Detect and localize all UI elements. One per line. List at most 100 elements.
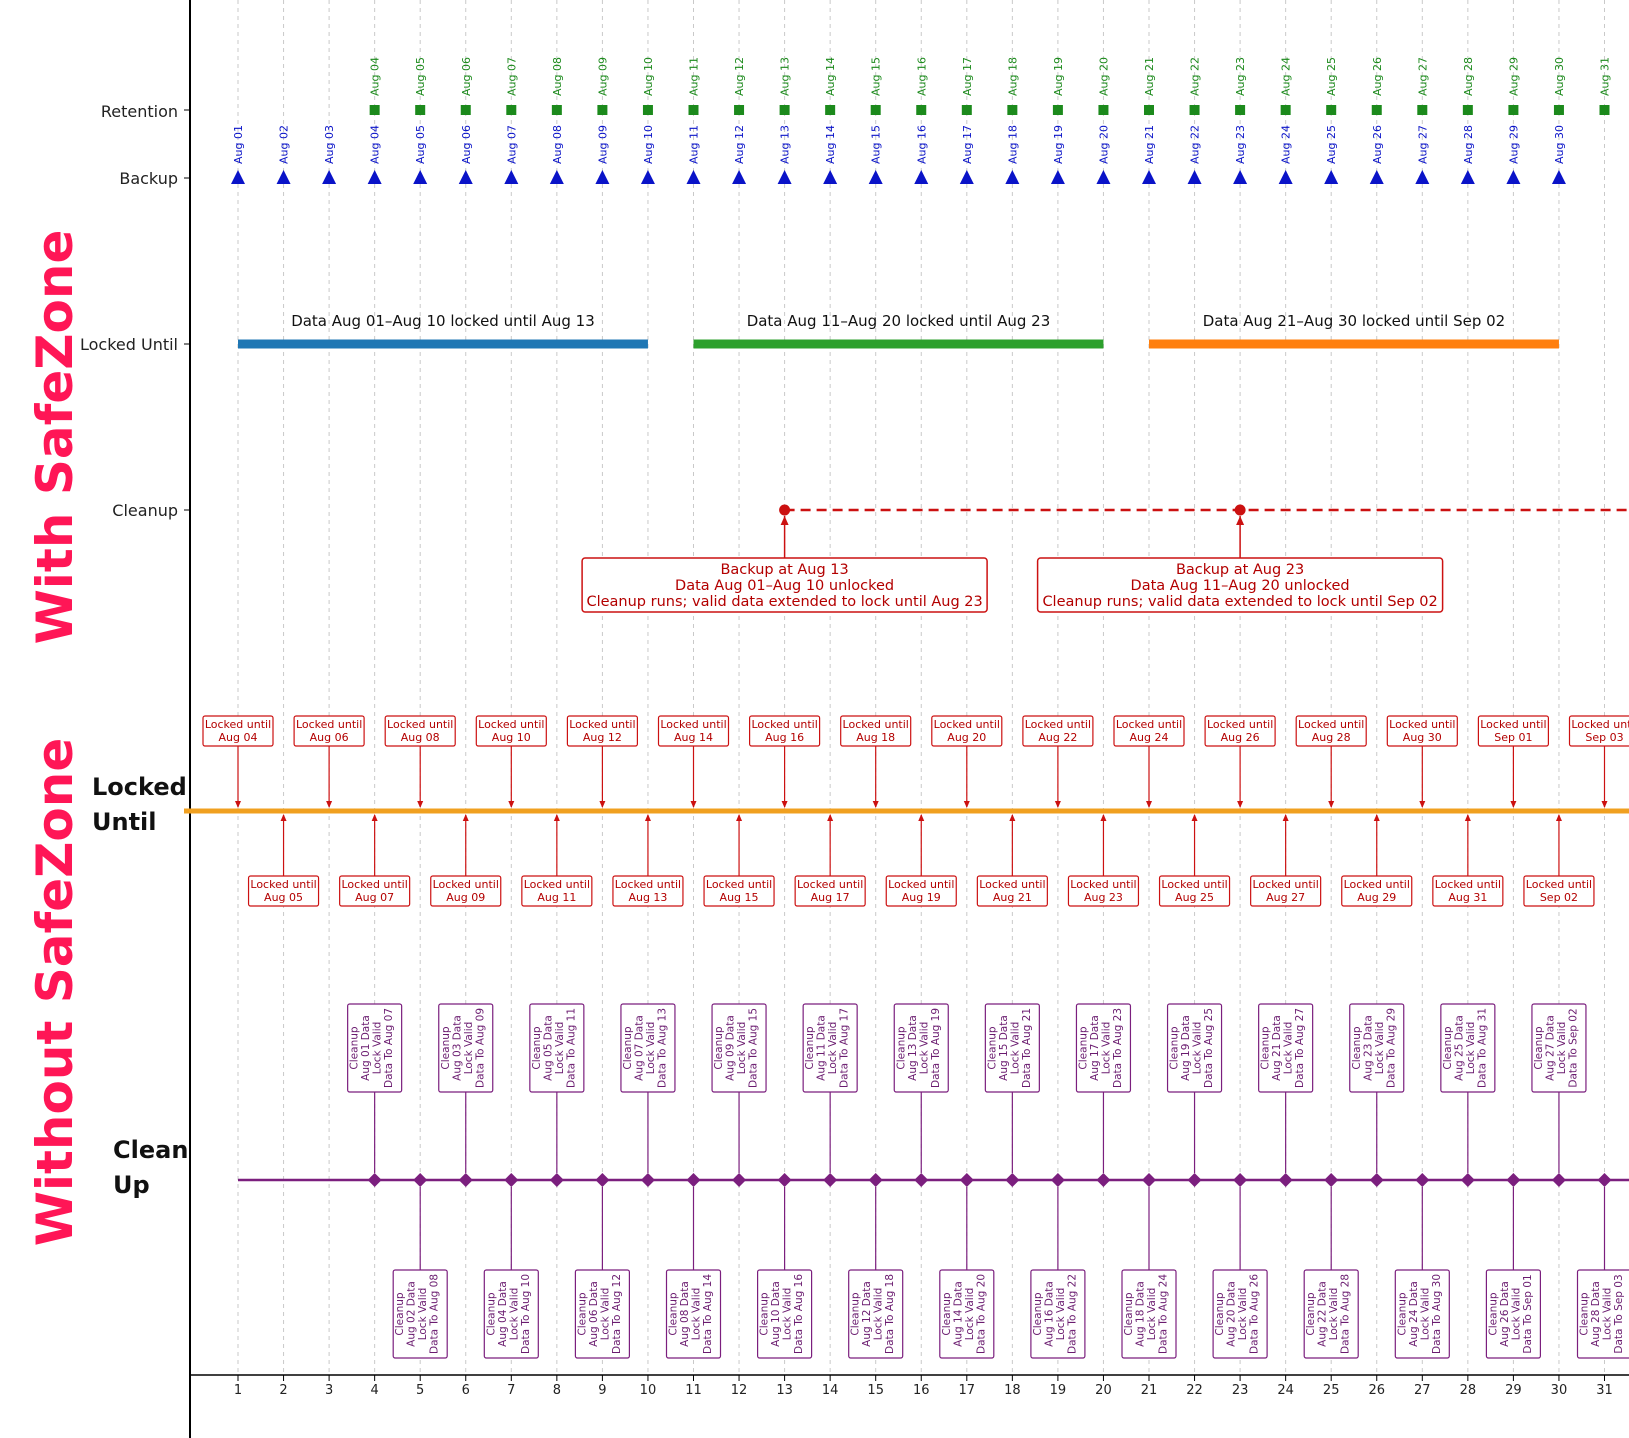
lock-arrowhead bbox=[1419, 801, 1426, 808]
cleanup-diamond bbox=[686, 1173, 701, 1187]
row-label-retention: Retention bbox=[101, 102, 178, 121]
lock-box-line: Locked until bbox=[1207, 718, 1273, 731]
cleanup-box-line: Aug 28 Data bbox=[1590, 1281, 1602, 1347]
retention-label: Aug 11 bbox=[688, 57, 701, 96]
lock-box-line: Sep 03 bbox=[1585, 731, 1623, 744]
cleanup-box-line: Lock Valid bbox=[782, 1288, 794, 1341]
cleanup-box-line: Lock Valid bbox=[1419, 1288, 1431, 1341]
backup-label: Aug 11 bbox=[688, 125, 701, 164]
cleanup-box-line: Data To Aug 22 bbox=[1066, 1274, 1078, 1354]
x-tick-label-14: 14 bbox=[822, 1383, 839, 1398]
lock-box-line: Locked until bbox=[1435, 878, 1501, 891]
cleanup-box-line: Data To Aug 15 bbox=[748, 1008, 760, 1088]
cleanup-box-line: Aug 13 Data bbox=[907, 1015, 919, 1081]
cleanup-box-line: Cleanup bbox=[1077, 1026, 1089, 1069]
cleanup-box-line: Lock Valid bbox=[508, 1288, 520, 1341]
cleanup-box-line: Cleanup bbox=[759, 1292, 771, 1335]
cleanup-box-line: Cleanup bbox=[713, 1026, 725, 1069]
backup-marker bbox=[367, 170, 382, 184]
lock-box-line: Aug 05 bbox=[264, 891, 303, 904]
cleanup-box-line: Lock Valid bbox=[1465, 1022, 1477, 1075]
cleanup-box-line: Data To Aug 16 bbox=[793, 1274, 805, 1354]
backup-marker bbox=[1096, 170, 1111, 184]
lock-arrowhead bbox=[553, 814, 560, 821]
backup-label: Aug 01 bbox=[232, 125, 245, 164]
backup-label: Aug 12 bbox=[733, 125, 746, 164]
retention-marker bbox=[825, 105, 836, 115]
backup-marker bbox=[276, 170, 291, 184]
retention-marker bbox=[415, 105, 426, 115]
backup-marker bbox=[732, 170, 747, 184]
cleanup-box-line: Aug 25 Data bbox=[1453, 1015, 1465, 1081]
cleanup-box-line: Lock Valid bbox=[372, 1022, 384, 1075]
cleanup-box-line: Data To Aug 11 bbox=[565, 1008, 577, 1088]
cleanup-box-line: Lock Valid bbox=[645, 1022, 657, 1075]
cleanup-box-line: Aug 11 Data bbox=[816, 1015, 828, 1081]
row-label-backup: Backup bbox=[119, 169, 178, 188]
lock-box-line: Aug 18 bbox=[856, 731, 895, 744]
retention-marker bbox=[1553, 105, 1564, 115]
cleanup-box-line: Lock Valid bbox=[827, 1022, 839, 1075]
cleanup-box-line: Aug 04 Data bbox=[497, 1281, 509, 1347]
cleanup-diamond bbox=[868, 1173, 883, 1187]
cleanup-diamond bbox=[1460, 1173, 1475, 1187]
cleanup-box-line: Cleanup bbox=[531, 1026, 543, 1069]
cleanup-box-line: Data To Aug 28 bbox=[1340, 1274, 1352, 1354]
lock-box-line: Locked until bbox=[934, 718, 1000, 731]
lock-box-line: Locked until bbox=[1161, 878, 1227, 891]
lock-box-line: Aug 19 bbox=[902, 891, 941, 904]
cleanup-box-line: Cleanup bbox=[622, 1026, 634, 1069]
cleanup-diamond bbox=[1233, 1173, 1248, 1187]
x-tick-label-6: 6 bbox=[462, 1383, 470, 1398]
lock-arrowhead bbox=[827, 814, 834, 821]
row-label-cleanup-b-1: Clean bbox=[113, 1136, 188, 1164]
cleanup-diamond bbox=[504, 1173, 519, 1187]
cleanup-box-line: Data To Aug 23 bbox=[1112, 1008, 1124, 1088]
cleanup-box-line: Data To Aug 12 bbox=[611, 1274, 623, 1354]
backup-marker bbox=[686, 170, 701, 184]
lock-box-line: Aug 16 bbox=[765, 731, 804, 744]
lock-box-line: Locked until bbox=[296, 718, 362, 731]
cleanup-diamond bbox=[1278, 1173, 1293, 1187]
cleanup-diamond bbox=[959, 1173, 974, 1187]
cleanup-diamond bbox=[1142, 1173, 1156, 1187]
retention-marker bbox=[369, 105, 380, 115]
cleanup-box-line: Data To Aug 08 bbox=[429, 1274, 441, 1354]
retention-marker bbox=[1144, 105, 1154, 115]
cleanup-box-line: Cleanup bbox=[941, 1292, 953, 1335]
lock-box-line: Locked until bbox=[706, 878, 772, 891]
retention-marker bbox=[1371, 105, 1382, 115]
cleanup-box-line: Cleanup bbox=[1579, 1292, 1591, 1335]
cleanup-diamond bbox=[914, 1173, 929, 1187]
cleanup-diamond bbox=[1369, 1173, 1384, 1187]
retention-marker bbox=[1235, 105, 1246, 115]
cleanup-box-line: Cleanup bbox=[1169, 1026, 1181, 1069]
backup-marker bbox=[1506, 170, 1521, 184]
x-tick-label-31: 31 bbox=[1596, 1383, 1613, 1398]
cleanup-diamond bbox=[413, 1173, 428, 1187]
cleanup-box-line: Lock Valid bbox=[873, 1288, 885, 1341]
retention-marker bbox=[506, 105, 517, 115]
cleanup-diamond bbox=[1551, 1173, 1566, 1187]
lock-arrowhead bbox=[872, 801, 879, 808]
lock-box-line: Locked until bbox=[1389, 718, 1455, 731]
locked-until-label-2: Data Aug 11–Aug 20 locked until Aug 23 bbox=[747, 312, 1051, 330]
lock-box-line: Locked until bbox=[751, 718, 817, 731]
retention-label: Aug 10 bbox=[642, 57, 655, 96]
lock-arrowhead bbox=[1282, 814, 1289, 821]
lock-box-line: Aug 13 bbox=[628, 891, 667, 904]
lock-arrowhead bbox=[736, 814, 743, 821]
x-tick-label-24: 24 bbox=[1277, 1383, 1294, 1398]
lock-arrowhead bbox=[1464, 814, 1471, 821]
lock-box-line: Aug 11 bbox=[537, 891, 576, 904]
section-title-with-safezone: With SafeZone bbox=[26, 230, 84, 645]
cleanup-box-line: Aug 06 Data bbox=[588, 1281, 600, 1347]
x-tick-label-26: 26 bbox=[1368, 1383, 1385, 1398]
backup-label: Aug 05 bbox=[414, 125, 427, 164]
lock-box-line: Aug 09 bbox=[446, 891, 485, 904]
backup-label: Aug 08 bbox=[551, 125, 564, 164]
retention-label: Aug 08 bbox=[551, 57, 564, 96]
cleanup-box-line: Cleanup bbox=[895, 1026, 907, 1069]
cleanup-box-line: Data To Sep 03 bbox=[1613, 1274, 1625, 1353]
retention-label: Aug 21 bbox=[1143, 57, 1156, 96]
